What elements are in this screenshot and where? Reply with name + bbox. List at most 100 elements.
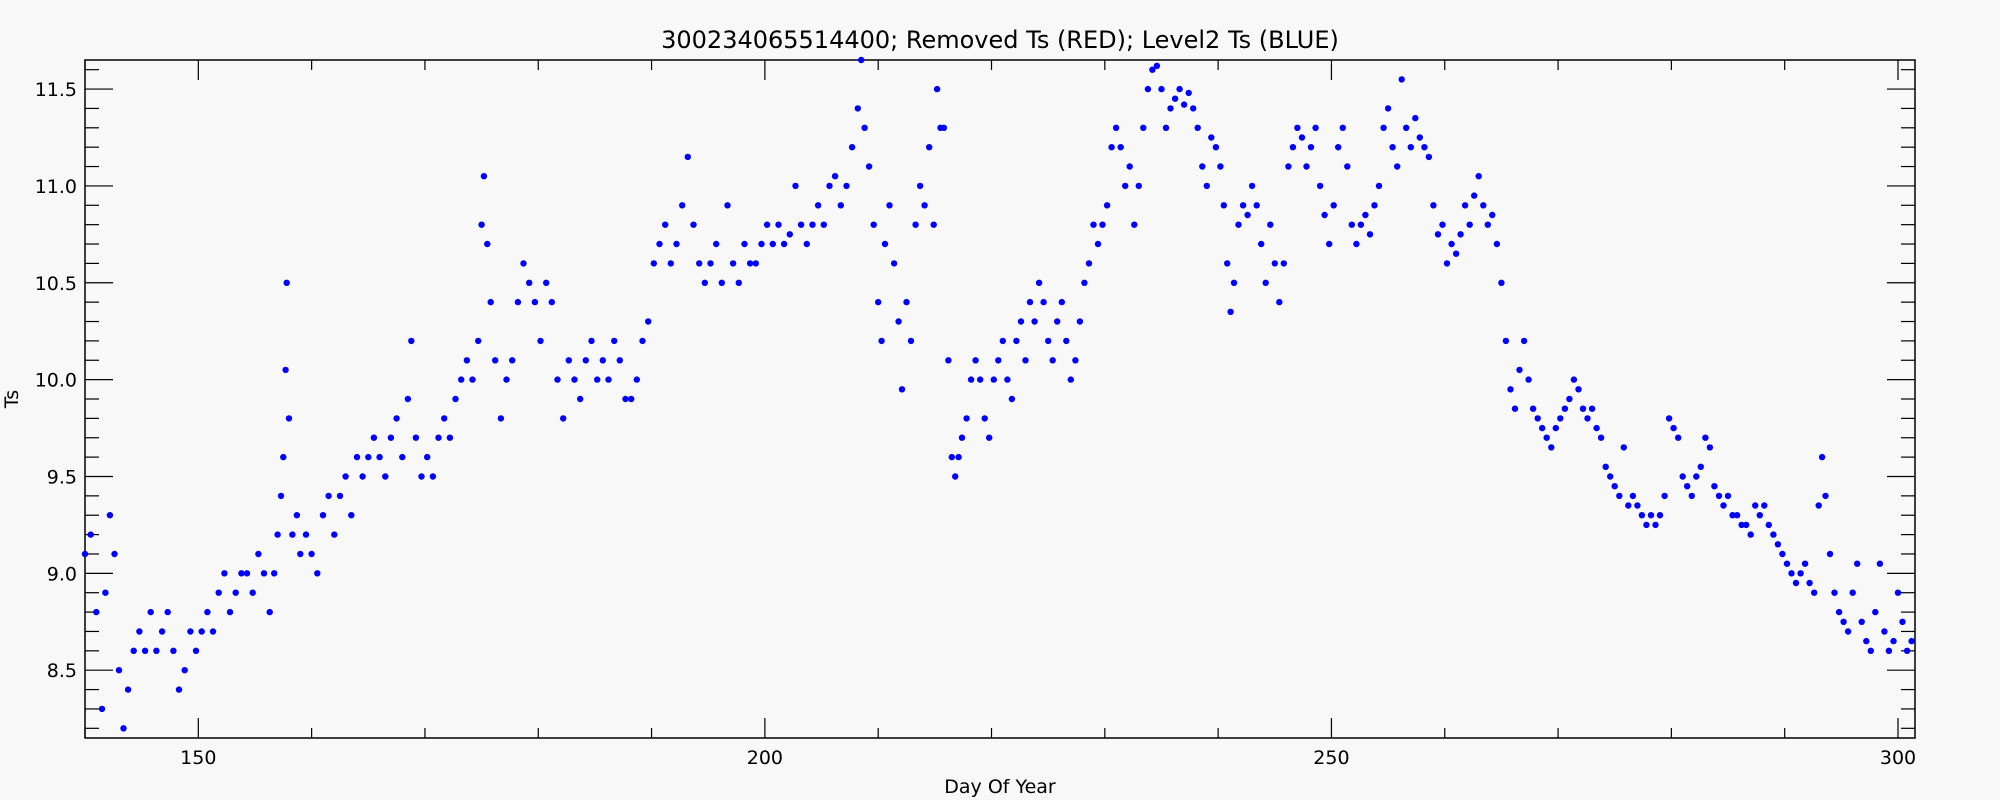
- data-point: [826, 182, 833, 190]
- data-point: [1026, 298, 1034, 306]
- data-point: [1176, 85, 1183, 93]
- data-point: [1826, 550, 1834, 558]
- data-point: [331, 531, 338, 538]
- data-point: [930, 221, 937, 228]
- y-axis-label: Ts: [1, 390, 23, 409]
- data-point: [1525, 376, 1532, 383]
- data-point: [1876, 560, 1884, 567]
- data-point: [1792, 579, 1800, 587]
- data-point: [1602, 463, 1609, 470]
- data-point: [1584, 415, 1591, 422]
- data-point: [1185, 89, 1192, 97]
- data-point: [1131, 221, 1138, 228]
- data-point: [1761, 502, 1768, 509]
- data-point: [382, 473, 389, 480]
- data-point: [1806, 579, 1813, 587]
- data-point: [870, 221, 877, 228]
- data-point: [93, 608, 100, 616]
- data-point: [1167, 105, 1174, 112]
- data-point: [1412, 114, 1419, 122]
- x-tick-label: 250: [1313, 747, 1349, 769]
- data-point: [1693, 473, 1700, 480]
- data-point: [684, 153, 691, 161]
- data-point: [484, 240, 491, 248]
- data-point: [1863, 637, 1870, 645]
- data-point: [348, 512, 355, 519]
- data-point: [81, 550, 89, 558]
- data-point: [1425, 153, 1433, 161]
- data-point: [1529, 405, 1537, 412]
- data-point: [1788, 570, 1795, 577]
- data-point: [1579, 405, 1587, 412]
- data-point: [1611, 483, 1618, 490]
- data-point: [1117, 144, 1124, 151]
- y-tick-label: 8.5: [47, 660, 77, 682]
- data-point: [147, 608, 154, 616]
- data-point: [560, 415, 567, 422]
- data-point: [916, 182, 924, 190]
- data-point: [786, 231, 793, 238]
- data-point: [1267, 221, 1274, 228]
- data-point: [187, 628, 194, 635]
- data-point: [520, 260, 527, 267]
- data-point: [198, 628, 205, 635]
- data-point: [1552, 424, 1560, 432]
- data-point: [1434, 231, 1442, 238]
- data-point: [1316, 182, 1324, 190]
- data-point: [792, 182, 799, 190]
- data-point: [639, 337, 646, 345]
- data-point: [1094, 240, 1102, 248]
- data-point: [662, 221, 669, 228]
- data-point: [1498, 279, 1505, 286]
- data-point: [1684, 483, 1691, 490]
- data-point: [543, 279, 550, 286]
- data-point: [503, 376, 510, 383]
- data-point: [1507, 386, 1514, 393]
- data-point: [775, 221, 782, 228]
- data-point: [1443, 260, 1451, 267]
- data-point: [1484, 221, 1492, 228]
- data-point: [175, 686, 183, 693]
- data-point: [1353, 240, 1360, 248]
- data-point: [221, 570, 228, 577]
- data-point: [958, 434, 966, 441]
- data-point: [158, 628, 166, 635]
- data-point: [1280, 260, 1288, 267]
- data-point: [478, 221, 485, 228]
- data-point: [1384, 105, 1392, 112]
- data-point: [1220, 202, 1228, 209]
- data-point: [293, 512, 301, 519]
- data-point: [1031, 318, 1038, 325]
- data-point: [1076, 318, 1084, 325]
- data-point: [314, 570, 321, 577]
- data-point: [1697, 463, 1705, 470]
- data-point: [1230, 279, 1238, 286]
- data-point: [1017, 318, 1025, 325]
- data-point: [707, 260, 714, 267]
- data-point: [945, 357, 952, 364]
- data-point: [266, 608, 273, 616]
- data-point: [948, 453, 955, 461]
- data-point: [1149, 66, 1156, 73]
- data-point: [986, 434, 993, 441]
- data-point: [599, 357, 606, 364]
- data-point: [1770, 531, 1777, 538]
- data-point: [1743, 521, 1750, 529]
- data-point: [404, 395, 412, 403]
- data-point: [1588, 405, 1596, 412]
- data-point: [469, 376, 476, 383]
- data-point: [1258, 240, 1265, 248]
- data-point: [1511, 405, 1519, 412]
- data-point: [690, 221, 697, 228]
- data-point: [393, 415, 400, 422]
- data-point: [1539, 424, 1546, 432]
- data-point: [1502, 337, 1510, 345]
- data-point: [243, 570, 251, 577]
- data-point: [285, 415, 293, 422]
- data-point: [1520, 337, 1528, 345]
- data-point: [1543, 434, 1550, 441]
- data-point: [1548, 444, 1555, 451]
- data-point: [667, 260, 674, 267]
- data-point: [249, 589, 256, 596]
